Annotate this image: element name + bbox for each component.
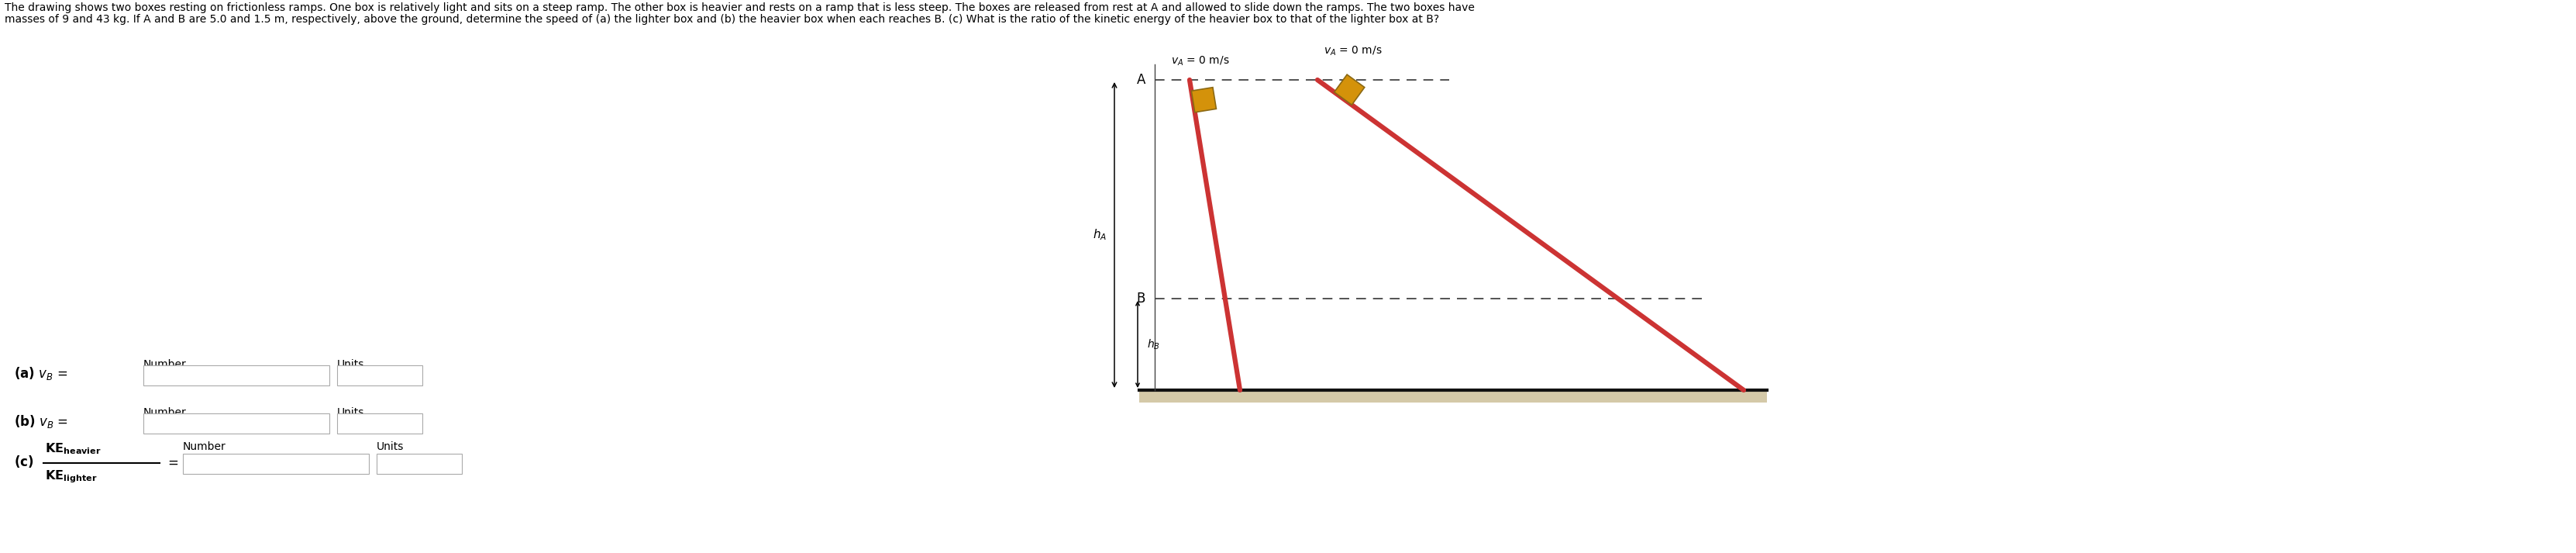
Text: ▼: ▼: [412, 420, 420, 427]
Text: The drawing shows two boxes resting on frictionless ramps. One box is relatively: The drawing shows two boxes resting on f…: [5, 2, 1473, 13]
Text: =: =: [167, 456, 178, 470]
Text: Number: Number: [183, 441, 227, 452]
Text: Units: Units: [337, 359, 366, 370]
Polygon shape: [1139, 390, 1767, 403]
Text: masses of 9 and 43 kg. If A and B are 5.0 and 1.5 m, respectively, above the gro: masses of 9 and 43 kg. If A and B are 5.…: [5, 14, 1440, 25]
FancyBboxPatch shape: [376, 453, 461, 474]
Text: $v_A$ = 0 m/s: $v_A$ = 0 m/s: [1170, 55, 1229, 67]
Text: $\bf{(a)}$ $v_B$ =: $\bf{(a)}$ $v_B$ =: [13, 365, 67, 381]
Text: Number: Number: [144, 407, 185, 418]
Text: Number: Number: [144, 359, 185, 370]
FancyBboxPatch shape: [337, 414, 422, 434]
Text: ▼: ▼: [412, 372, 420, 379]
Text: $\bf{(c)}$: $\bf{(c)}$: [13, 453, 33, 469]
Text: Units: Units: [337, 407, 366, 418]
Text: B: B: [1136, 291, 1146, 306]
Text: $\mathbf{KE}_\mathbf{heavier}$: $\mathbf{KE}_\mathbf{heavier}$: [44, 442, 100, 456]
Text: Units: Units: [376, 441, 404, 452]
FancyBboxPatch shape: [337, 366, 422, 385]
Polygon shape: [1190, 87, 1216, 112]
Text: $h_A$: $h_A$: [1092, 228, 1108, 242]
Text: $\bf{(b)}$ $v_B$ =: $\bf{(b)}$ $v_B$ =: [13, 413, 70, 429]
Text: $\mathbf{KE}_\mathbf{lighter}$: $\mathbf{KE}_\mathbf{lighter}$: [44, 469, 98, 485]
Text: A: A: [1136, 73, 1146, 87]
FancyBboxPatch shape: [144, 366, 330, 385]
Text: $h_B$: $h_B$: [1146, 338, 1159, 351]
Text: $v_A$ = 0 m/s: $v_A$ = 0 m/s: [1324, 44, 1383, 57]
FancyBboxPatch shape: [183, 453, 368, 474]
FancyBboxPatch shape: [144, 414, 330, 434]
Polygon shape: [1334, 75, 1365, 105]
Text: ▼: ▼: [451, 460, 456, 468]
